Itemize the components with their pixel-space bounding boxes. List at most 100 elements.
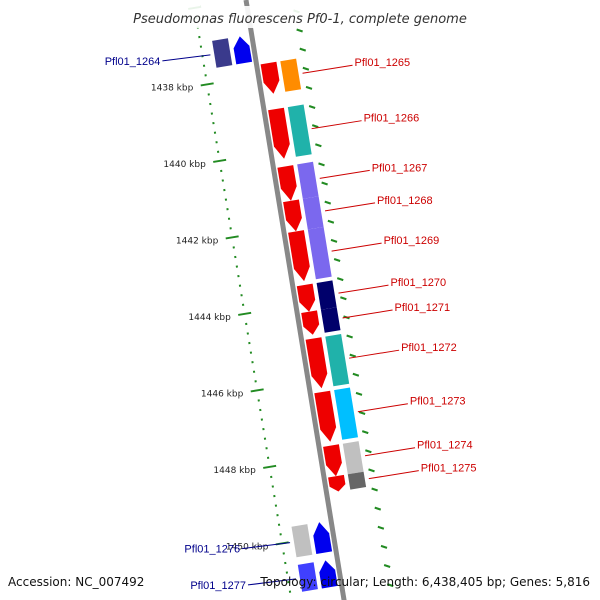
gene-cog-box [297, 161, 319, 199]
scale-major-tick [250, 388, 264, 393]
gene-label[interactable]: Pfl01_1269 [384, 235, 440, 247]
gene-cog-box [297, 562, 318, 592]
gene-arrow[interactable] [314, 390, 337, 442]
gene-leader-line [311, 120, 362, 130]
scale-outer-tick [318, 162, 325, 167]
gene-cog-box [334, 387, 358, 440]
scale-outer-tick [330, 238, 338, 243]
gene-arrow[interactable] [323, 444, 342, 477]
gene-arrow[interactable] [288, 230, 310, 282]
gene-label[interactable]: Pfl01_1265 [355, 57, 411, 69]
scale-outer-tick [358, 411, 366, 415]
gene-cog-box [287, 104, 312, 157]
gene-leader-line [349, 349, 400, 359]
gene-leader-line [331, 242, 382, 252]
accession-text: Accession: NC_007492 [8, 575, 144, 589]
gene-leader-line [162, 54, 211, 62]
gene-label[interactable]: Pfl01_1270 [391, 277, 447, 289]
gene-cog-box [291, 524, 313, 558]
title-backdrop [110, 6, 490, 28]
gene-cog-box [307, 226, 332, 280]
gene-label[interactable]: Pfl01_1275 [421, 463, 477, 475]
scale-outer-tick [355, 391, 363, 396]
scale-outer-tick [324, 200, 332, 205]
gene-label-layer: Pfl01_1264 Pfl01_1265 Pfl01_1266 Pfl01_1267… [105, 54, 477, 592]
scale-outer-tick [336, 277, 344, 282]
scale-outer-tick [368, 468, 375, 473]
gene-label[interactable]: Pfl01_1271 [395, 302, 451, 314]
gene-arrow[interactable] [277, 165, 297, 201]
scale-outer-tick [321, 181, 328, 186]
scale-major-tick [238, 311, 252, 316]
scale-major-tick [200, 82, 214, 87]
scale-outer-tick [308, 105, 316, 109]
scale-outer-tick [352, 372, 360, 377]
scale-outer-tick [296, 28, 303, 33]
gene-leader-line [319, 169, 370, 179]
gene-label[interactable]: Pfl01_1277 [190, 580, 246, 592]
gene-leader-line [342, 309, 393, 319]
gene-label[interactable]: Pfl01_1266 [364, 113, 420, 125]
gene-cog-box [280, 58, 302, 92]
scale-tick-label: 1444 kbp [188, 313, 231, 323]
gene-cog-box [347, 471, 367, 490]
gene-label[interactable]: Pfl01_1268 [377, 195, 433, 207]
gene-leader-line [364, 447, 416, 457]
gene-arrow[interactable] [296, 283, 316, 312]
scale-tick-label: 1448 kbp [213, 466, 256, 476]
page-title: Pseudomonas fluorescens Pf0-1, complete … [133, 12, 467, 27]
gene-cog-box [320, 307, 341, 333]
gene-arrow[interactable] [328, 474, 346, 492]
scale-outer-tick [305, 85, 313, 90]
gene-layer [212, 36, 367, 592]
scale-outer-tick [299, 47, 307, 52]
genome-summary-text: Topology: circular; Length: 6,438,405 bp… [259, 575, 590, 589]
gene-label[interactable]: Pfl01_1274 [417, 440, 473, 452]
gene-arrow[interactable] [319, 560, 338, 589]
gene-leader-line [368, 470, 419, 480]
gene-arrow[interactable] [305, 337, 328, 389]
scale-tick-label: 1440 kbp [163, 160, 206, 170]
gene-arrow[interactable] [260, 61, 280, 94]
gene-leader-line [302, 64, 353, 74]
scale-tick-label: 1446 kbp [201, 390, 244, 400]
scale-outer-tick [371, 487, 378, 492]
scale-outer-tick [374, 506, 382, 511]
scale-outer-tick [386, 583, 394, 588]
scale-outer-tick [361, 430, 369, 435]
scale-outer-tick [311, 124, 319, 129]
scale-major-tick [263, 464, 277, 469]
scale-outer-tick [383, 564, 391, 568]
scale-tick-label: 1442 kbp [176, 237, 219, 247]
gene-leader-line [357, 403, 408, 413]
gene-label[interactable]: Pfl01_1264 [105, 56, 161, 68]
gene-label[interactable]: Pfl01_1276 [184, 544, 240, 556]
scale-outer-tick [380, 544, 388, 549]
gene-arrow[interactable] [283, 199, 302, 232]
scale-outer-tick [340, 296, 347, 301]
gene-leader-line [242, 542, 291, 550]
gene-arrow[interactable] [268, 107, 290, 159]
gene-leader-line [338, 284, 389, 294]
gene-cog-box [316, 280, 337, 310]
scale-outer-tick [377, 525, 385, 530]
gene-label[interactable]: Pfl01_1273 [410, 396, 466, 408]
backbone-layer [243, 0, 347, 600]
gene-cog-box [212, 38, 233, 68]
gene-arrow[interactable] [233, 36, 253, 65]
gene-label[interactable]: Pfl01_1267 [372, 162, 428, 174]
scale-outer-tick [315, 143, 322, 148]
scale-outer-tick [349, 353, 357, 358]
scale-outer-tick [346, 334, 353, 339]
scale-tick-label: 1438 kbp [151, 84, 194, 94]
genome-backbone [243, 0, 347, 600]
gene-cog-box [342, 441, 364, 475]
gene-label[interactable]: Pfl01_1272 [401, 342, 457, 354]
gene-leader-line [324, 202, 376, 212]
gene-cog-box [325, 334, 350, 387]
gene-arrow[interactable] [313, 522, 333, 554]
scale-outer-tick [327, 219, 335, 224]
gene-arrow[interactable] [301, 310, 320, 335]
gene-leader-line [247, 578, 297, 586]
